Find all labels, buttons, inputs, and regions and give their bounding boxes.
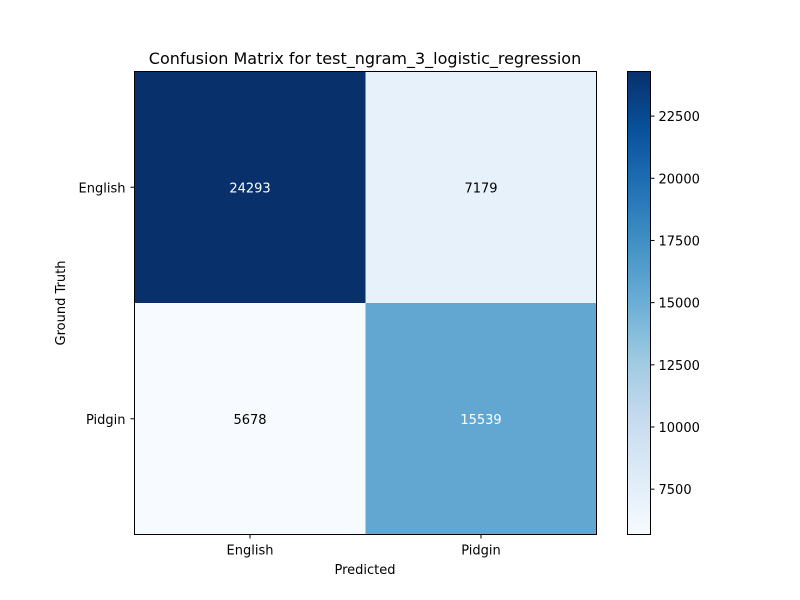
y-tick-label: English xyxy=(79,181,126,196)
matrix-cells: 24293 7179 5678 15539 xyxy=(134,71,597,535)
y-axis: English Pidgin xyxy=(79,181,135,428)
matrix-cell xyxy=(134,71,366,304)
colorbar-tick-label: 12500 xyxy=(659,359,700,374)
colorbar-tick-label: 7500 xyxy=(659,483,692,498)
y-tick-label: Pidgin xyxy=(86,413,126,428)
cell-value-label: 24293 xyxy=(229,181,270,196)
chart-title: Confusion Matrix for test_ngram_3_logist… xyxy=(149,49,581,69)
plot-frame xyxy=(134,71,597,535)
colorbar-axis: 7500 10000 12500 15000 17500 20000 22500 xyxy=(650,110,700,498)
matrix-cell xyxy=(134,303,366,535)
colorbar xyxy=(627,71,651,535)
cell-value-label: 7179 xyxy=(464,181,497,196)
matrix-cell xyxy=(365,71,597,304)
y-axis-label: Ground Truth xyxy=(54,261,69,346)
matrix-cell xyxy=(365,303,597,535)
colorbar-tick-label: 10000 xyxy=(659,421,700,436)
colorbar-tick-label: 20000 xyxy=(659,172,700,187)
x-tick-label: Pidgin xyxy=(461,544,501,559)
cell-value-label: 15539 xyxy=(460,413,501,428)
colorbar-tick-label: 22500 xyxy=(659,110,700,125)
x-axis-label: Predicted xyxy=(334,563,395,578)
colorbar-tick-label: 17500 xyxy=(659,234,700,249)
x-axis: English Pidgin xyxy=(227,534,501,559)
cell-value-label: 5678 xyxy=(233,413,266,428)
colorbar-tick-label: 15000 xyxy=(659,297,700,312)
x-tick-label: English xyxy=(227,544,274,559)
